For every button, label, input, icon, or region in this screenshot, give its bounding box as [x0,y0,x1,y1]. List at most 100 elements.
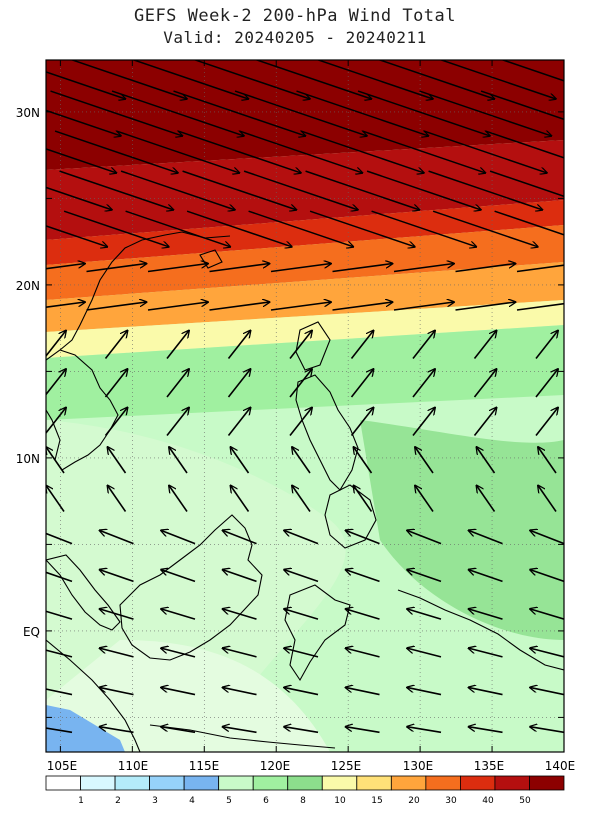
lon-label: 135E [474,759,505,773]
wind-arrow [407,727,442,734]
gridlines [46,60,564,752]
wind-arrow [177,130,301,173]
colorbar-swatch [356,775,392,791]
wind-arrow [270,302,331,311]
wind-arrow [419,90,552,136]
wind-arrow [50,90,183,136]
wind-arrow [292,447,311,474]
lon-label: 125E [331,759,362,773]
wind-arrow [223,530,257,545]
colorbar-label: 20 [408,796,420,806]
wind-arrow [111,90,244,136]
wind-arrow [284,530,319,545]
colorbar-label: 15 [371,796,382,806]
wind-arrow [530,609,564,620]
wind-arrow [309,210,415,247]
colorbar-swatch [425,775,461,791]
wind-arrow [292,486,311,512]
wind-arrow [346,648,380,658]
wind-arrow [393,264,454,273]
wind-arrow [289,408,312,436]
wind-arrow [46,369,66,396]
wind-arrow [234,90,367,136]
wind-vectors [46,60,564,734]
wind-arrow [530,727,564,734]
colorbar [45,775,565,791]
wind-arrow [350,369,374,398]
wind-arrow [469,727,503,734]
wind-arrow [193,60,310,99]
wind-arrow [223,727,257,734]
wind-arrow [415,486,434,512]
wind-arrow [248,210,354,247]
wind-arrow [469,687,503,696]
wind-arrow [332,264,393,273]
wind-arrow [354,486,373,512]
colorbar-swatch [183,775,220,791]
wind-arrow [535,369,558,398]
band-15-20 [46,262,564,332]
wind-arrow [480,90,564,121]
colorbar-swatch [218,775,254,791]
wind-arrow [46,71,126,99]
coastline-luzon [295,374,359,491]
wind-arrow [535,408,558,436]
colorbar-label: 3 [152,796,158,806]
colorbar-label: 50 [519,796,531,806]
lat-label: 10N [16,452,40,466]
wind-arrow [494,210,564,236]
wind-arrow [516,264,564,273]
wind-arrow [223,570,257,583]
wind-arrow [393,302,454,311]
wind-arrow [530,570,564,583]
lon-label: 105E [47,759,78,773]
wind-arrow [432,210,538,247]
lon-label: 115E [189,759,220,773]
wind-arrow [407,609,442,620]
wind-arrow [346,530,380,545]
coastline-java-sea-islands [149,724,336,749]
wind-arrow [412,408,435,436]
wind-arrow [530,530,564,545]
wind-arrow [46,688,73,696]
wind-arrow [209,302,270,311]
wind-arrow [120,170,235,210]
band-8-10-east [360,420,564,640]
wind-arrow [231,486,250,512]
wind-arrow [530,687,564,696]
wind-arrow [300,130,424,173]
band-20-30 [46,225,564,300]
coastline-indochina [46,349,119,471]
wind-arrow [46,148,116,173]
wind-arrow [305,170,420,210]
band-4-5 [46,705,125,752]
wind-arrow [469,530,503,545]
colorbar-swatch [287,775,323,791]
wind-arrow [239,130,363,173]
wind-arrow [100,648,134,658]
wind-arrow [169,447,188,474]
wind-arrow [161,687,196,696]
wind-arrow [227,331,251,359]
wind-arrow [100,687,134,696]
lat-label: EQ [23,625,40,639]
wind-arrow [46,727,73,734]
wind-arrow [455,264,516,273]
wind-arrow [161,570,196,583]
wind-arrow [500,60,564,82]
wind-arrow [104,408,128,436]
wind-arrow [469,648,503,658]
colorbar-labels: 1 2 3 4 5 6 8 10 15 20 30 40 50 [78,796,531,806]
wind-arrow [46,186,112,210]
colorbar-swatch [45,775,81,791]
wind-arrow [316,60,433,99]
wind-arrow [412,369,435,398]
wind-arrow [86,302,147,311]
wind-arrow [284,570,319,583]
wind-arrow [46,302,85,309]
wind-arrow [455,302,516,311]
wind-arrow [63,210,169,247]
colorbar-label: 30 [445,796,457,806]
wind-arrow [439,60,556,99]
wind-arrow [223,609,257,620]
